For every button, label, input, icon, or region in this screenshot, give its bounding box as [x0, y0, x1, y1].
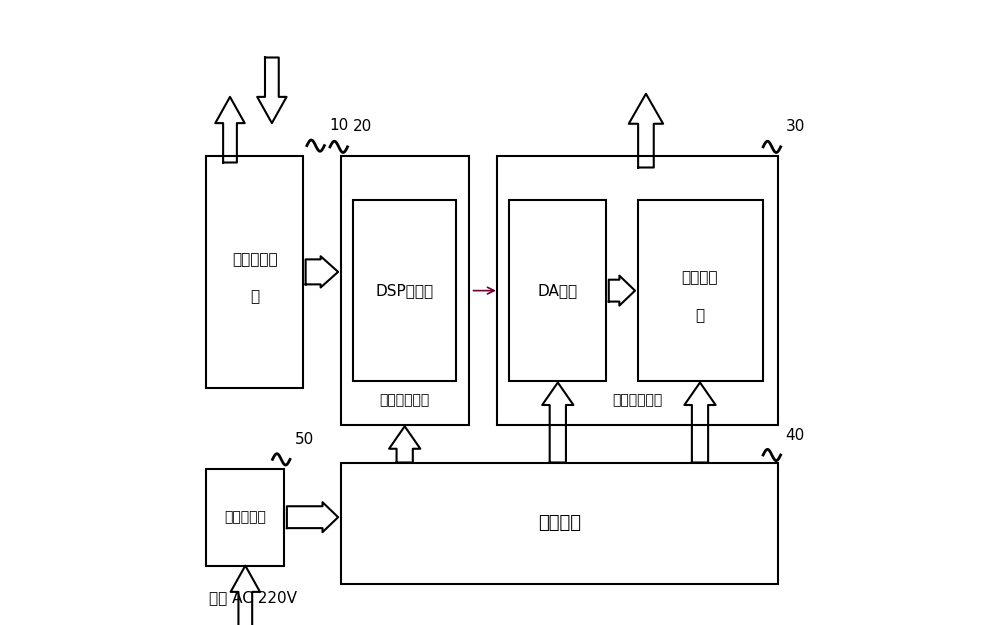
- Text: 电压放大: 电压放大: [682, 271, 718, 286]
- Text: 市电 AC 220V: 市电 AC 220V: [209, 590, 297, 605]
- Text: 块: 块: [250, 289, 259, 304]
- Bar: [206, 156, 303, 388]
- Text: 40: 40: [786, 428, 805, 442]
- Text: 电源模块: 电源模块: [538, 514, 581, 532]
- Bar: [509, 200, 606, 381]
- Text: 器: 器: [695, 308, 705, 323]
- Bar: [341, 462, 778, 584]
- Bar: [206, 469, 284, 566]
- Text: 50: 50: [295, 432, 314, 447]
- Text: 30: 30: [786, 119, 805, 134]
- Text: 电源适配器: 电源适配器: [224, 510, 266, 524]
- Text: DA芯片: DA芯片: [538, 283, 578, 298]
- Text: 主控组件模块: 主控组件模块: [380, 394, 430, 408]
- Bar: [497, 156, 778, 425]
- Text: 人机界面模: 人机界面模: [232, 252, 278, 267]
- Bar: [638, 200, 763, 381]
- Text: 10: 10: [329, 118, 349, 133]
- Bar: [341, 156, 469, 425]
- Text: 20: 20: [352, 119, 372, 134]
- Text: DSP处理器: DSP处理器: [376, 283, 434, 298]
- Text: 电压组件模块: 电压组件模块: [612, 394, 663, 408]
- Bar: [353, 200, 456, 381]
